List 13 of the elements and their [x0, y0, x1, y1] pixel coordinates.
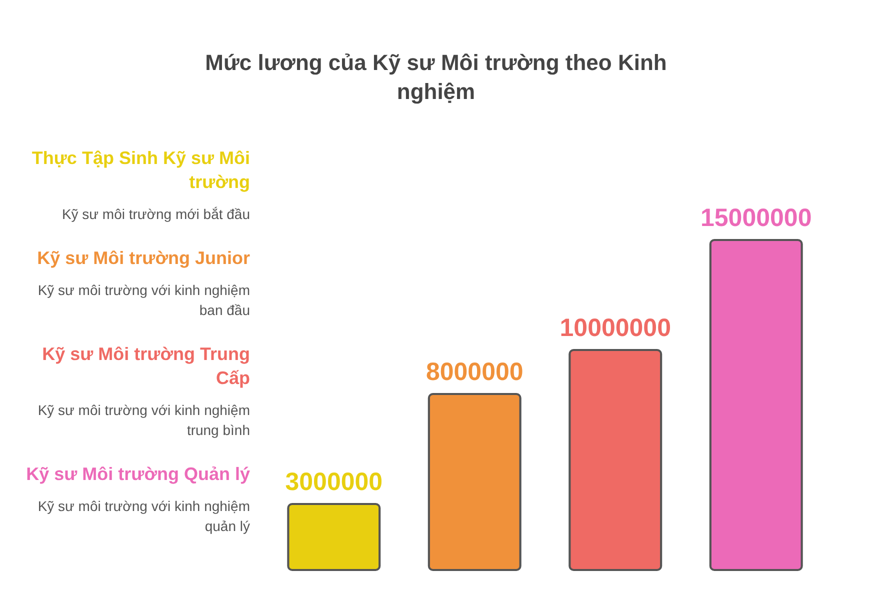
- chart-title: Mức lương của Kỹ sư Môi trường theo Kinh nghiệm: [204, 49, 668, 106]
- text: Kỹ sư môi trường với kinh nghiệm quản lý: [36, 497, 250, 536]
- text: Kỹ sư môi trường với kinh nghiệm ban đầu: [36, 281, 250, 320]
- text: Kỹ sư Môi trường Junior: [36, 247, 250, 270]
- data-label: 10000000: [560, 314, 671, 342]
- text: Kỹ sư Môi trường Quản lý: [25, 463, 250, 486]
- text: Kỹ sư môi trường với kinh nghiệm trung bình: [36, 401, 250, 440]
- text: Kỹ sư môi trường mới bắt đầu: [60, 205, 250, 224]
- text: Kỹ sư Môi trường Trung Cấp: [41, 343, 250, 390]
- data-label: 15000000: [700, 204, 812, 232]
- text: Thực Tập Sinh Kỹ sư Môi trường: [30, 147, 250, 194]
- data-label: 3000000: [285, 468, 383, 496]
- data-label: 8000000: [426, 358, 524, 386]
